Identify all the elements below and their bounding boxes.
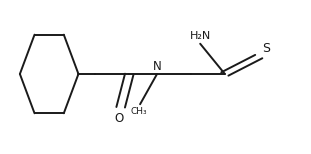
Text: O: O [114,112,124,125]
Text: CH₃: CH₃ [130,107,147,116]
Text: H₂N: H₂N [190,31,211,41]
Text: S: S [262,42,270,55]
Text: N: N [153,60,161,73]
